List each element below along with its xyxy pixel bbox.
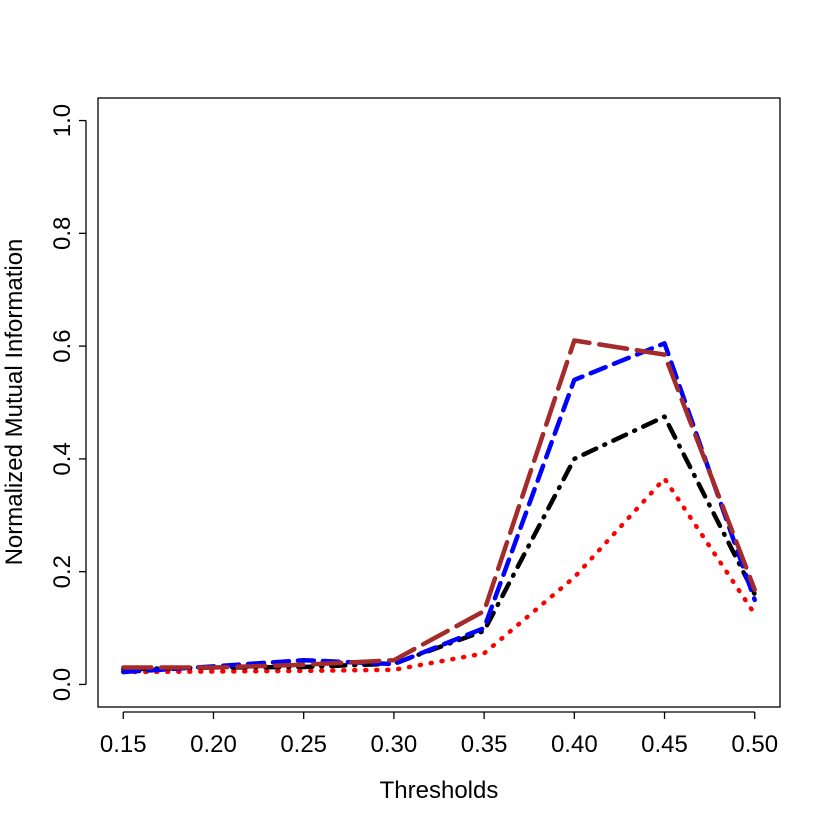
y-tick-label: 1.0 bbox=[49, 104, 76, 137]
x-tick-label: 0.30 bbox=[371, 731, 418, 758]
x-axis: 0.15 0.20 0.25 0.30 0.35 0.40 0.45 0.50 bbox=[100, 711, 778, 758]
y-axis: 0.0 0.2 0.4 0.6 0.8 1.0 bbox=[49, 104, 87, 701]
series-line-3 bbox=[121, 341, 757, 675]
series-line-4 bbox=[121, 338, 757, 670]
y-axis-title: Normalized Mutual Information bbox=[1, 239, 28, 566]
x-tick-label: 0.40 bbox=[551, 731, 598, 758]
plot-frame bbox=[97, 97, 781, 708]
series-line-2 bbox=[121, 414, 757, 672]
x-axis-title: Thresholds bbox=[380, 777, 499, 804]
y-tick-label: 0.2 bbox=[49, 555, 76, 588]
x-tick-label: 0.15 bbox=[100, 731, 147, 758]
series-line-1 bbox=[121, 476, 757, 675]
y-tick-label: 0.6 bbox=[49, 329, 76, 362]
x-tick-label: 0.35 bbox=[461, 731, 508, 758]
y-tick-label: 0.8 bbox=[49, 217, 76, 250]
x-tick-label: 0.20 bbox=[190, 731, 237, 758]
x-tick-label: 0.50 bbox=[731, 731, 778, 758]
series-layer bbox=[121, 338, 757, 675]
y-tick-label: 0.0 bbox=[49, 668, 76, 701]
x-tick-label: 0.45 bbox=[641, 731, 688, 758]
y-tick-label: 0.4 bbox=[49, 442, 76, 475]
x-tick-label: 0.25 bbox=[280, 731, 327, 758]
